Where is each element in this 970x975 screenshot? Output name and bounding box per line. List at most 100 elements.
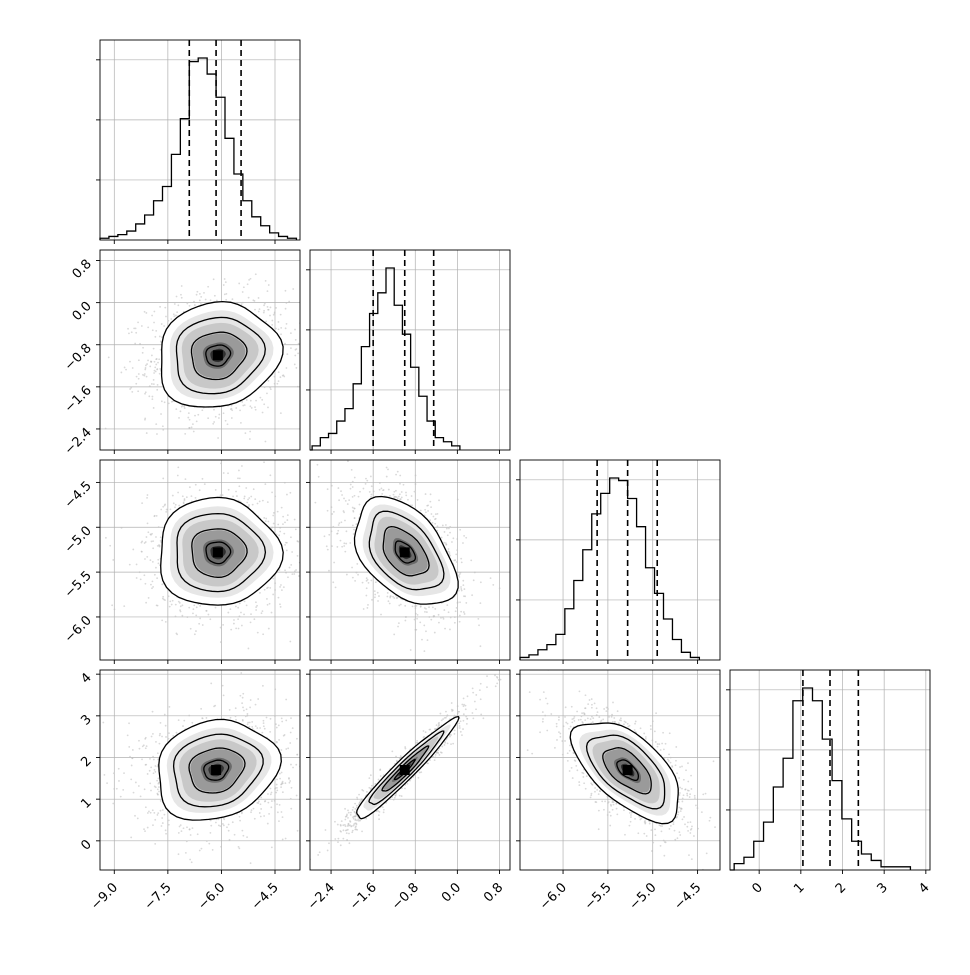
sample-point xyxy=(284,569,286,571)
sample-point xyxy=(398,622,400,624)
sample-point xyxy=(136,564,138,566)
sample-point xyxy=(138,378,140,380)
sample-point xyxy=(285,308,287,310)
sample-point xyxy=(297,540,299,542)
sample-point xyxy=(236,495,238,497)
sample-point xyxy=(351,469,353,471)
sample-point xyxy=(260,797,262,799)
sample-point xyxy=(232,298,234,300)
sample-point xyxy=(353,529,355,531)
sample-point xyxy=(268,284,270,286)
sample-point xyxy=(290,732,292,734)
sample-point xyxy=(158,782,160,784)
sample-point xyxy=(241,303,243,305)
sample-point xyxy=(157,368,159,370)
sample-point xyxy=(328,570,330,572)
sample-point xyxy=(125,369,127,371)
sample-point xyxy=(150,533,152,535)
sample-point xyxy=(154,843,156,845)
sample-point xyxy=(139,748,141,750)
sample-point xyxy=(435,513,437,515)
sample-point xyxy=(397,626,399,628)
sample-point xyxy=(303,574,305,576)
sample-point xyxy=(147,531,149,533)
sample-point xyxy=(184,407,186,409)
sample-point xyxy=(284,343,286,345)
sample-point xyxy=(440,617,442,619)
sample-point xyxy=(455,610,457,612)
sample-point xyxy=(302,516,304,518)
sample-point xyxy=(143,574,145,576)
sample-point xyxy=(272,515,274,517)
sample-point xyxy=(233,623,235,625)
sample-point xyxy=(113,788,115,790)
sample-point xyxy=(404,605,406,607)
sample-point xyxy=(152,586,154,588)
sample-point xyxy=(253,618,255,620)
sample-point xyxy=(341,494,343,496)
sample-point xyxy=(338,499,340,501)
sample-point xyxy=(421,639,423,641)
sample-point xyxy=(276,383,278,385)
sample-point xyxy=(244,496,246,498)
sample-point xyxy=(123,605,125,607)
sample-point xyxy=(181,830,183,832)
sample-point xyxy=(326,545,328,547)
sample-point xyxy=(338,522,340,524)
sample-point xyxy=(315,380,317,382)
sample-point xyxy=(141,325,143,327)
sample-point xyxy=(209,618,211,620)
sample-point xyxy=(415,483,417,485)
sample-point xyxy=(331,485,333,487)
sample-point xyxy=(223,695,225,697)
sample-point xyxy=(254,498,256,500)
sample-point xyxy=(183,406,185,408)
sample-point xyxy=(446,544,448,546)
sample-point xyxy=(158,562,160,564)
sample-point xyxy=(242,697,244,699)
sample-point xyxy=(444,628,446,630)
sample-point xyxy=(274,800,276,802)
sample-point xyxy=(289,641,291,643)
sample-point xyxy=(205,610,207,612)
histogram-step-line xyxy=(730,688,910,870)
sample-point xyxy=(432,606,434,608)
sample-point xyxy=(232,495,234,497)
sample-point xyxy=(243,710,245,712)
sample-point xyxy=(199,618,201,620)
sample-point xyxy=(300,353,302,355)
sample-point xyxy=(452,537,454,539)
sample-point xyxy=(129,388,131,390)
sample-point xyxy=(427,639,429,641)
sample-point xyxy=(457,499,459,501)
sample-point xyxy=(473,579,475,581)
sample-point xyxy=(173,502,175,504)
sample-point xyxy=(160,509,162,511)
sample-point xyxy=(271,847,273,849)
sample-point xyxy=(235,491,237,493)
sample-point xyxy=(162,506,164,508)
sample-point xyxy=(275,246,277,248)
sample-point xyxy=(340,521,342,523)
sample-point xyxy=(314,502,316,504)
sample-point xyxy=(147,494,149,496)
sample-point xyxy=(274,582,276,584)
sample-point xyxy=(314,533,316,535)
sample-point xyxy=(285,302,287,304)
sample-point xyxy=(354,508,356,510)
sample-point xyxy=(279,527,281,529)
sample-point xyxy=(456,561,458,563)
sample-point xyxy=(151,383,153,385)
sample-point xyxy=(465,602,467,604)
sample-point xyxy=(179,609,181,611)
sample-point xyxy=(460,611,462,613)
sample-point xyxy=(145,365,147,367)
sample-point xyxy=(415,607,417,609)
sample-point xyxy=(263,403,265,405)
sample-point xyxy=(395,490,397,492)
sample-point xyxy=(306,592,308,594)
sample-point xyxy=(280,327,282,329)
sample-point xyxy=(272,578,274,580)
sample-point xyxy=(144,419,146,421)
sample-point xyxy=(106,782,108,784)
